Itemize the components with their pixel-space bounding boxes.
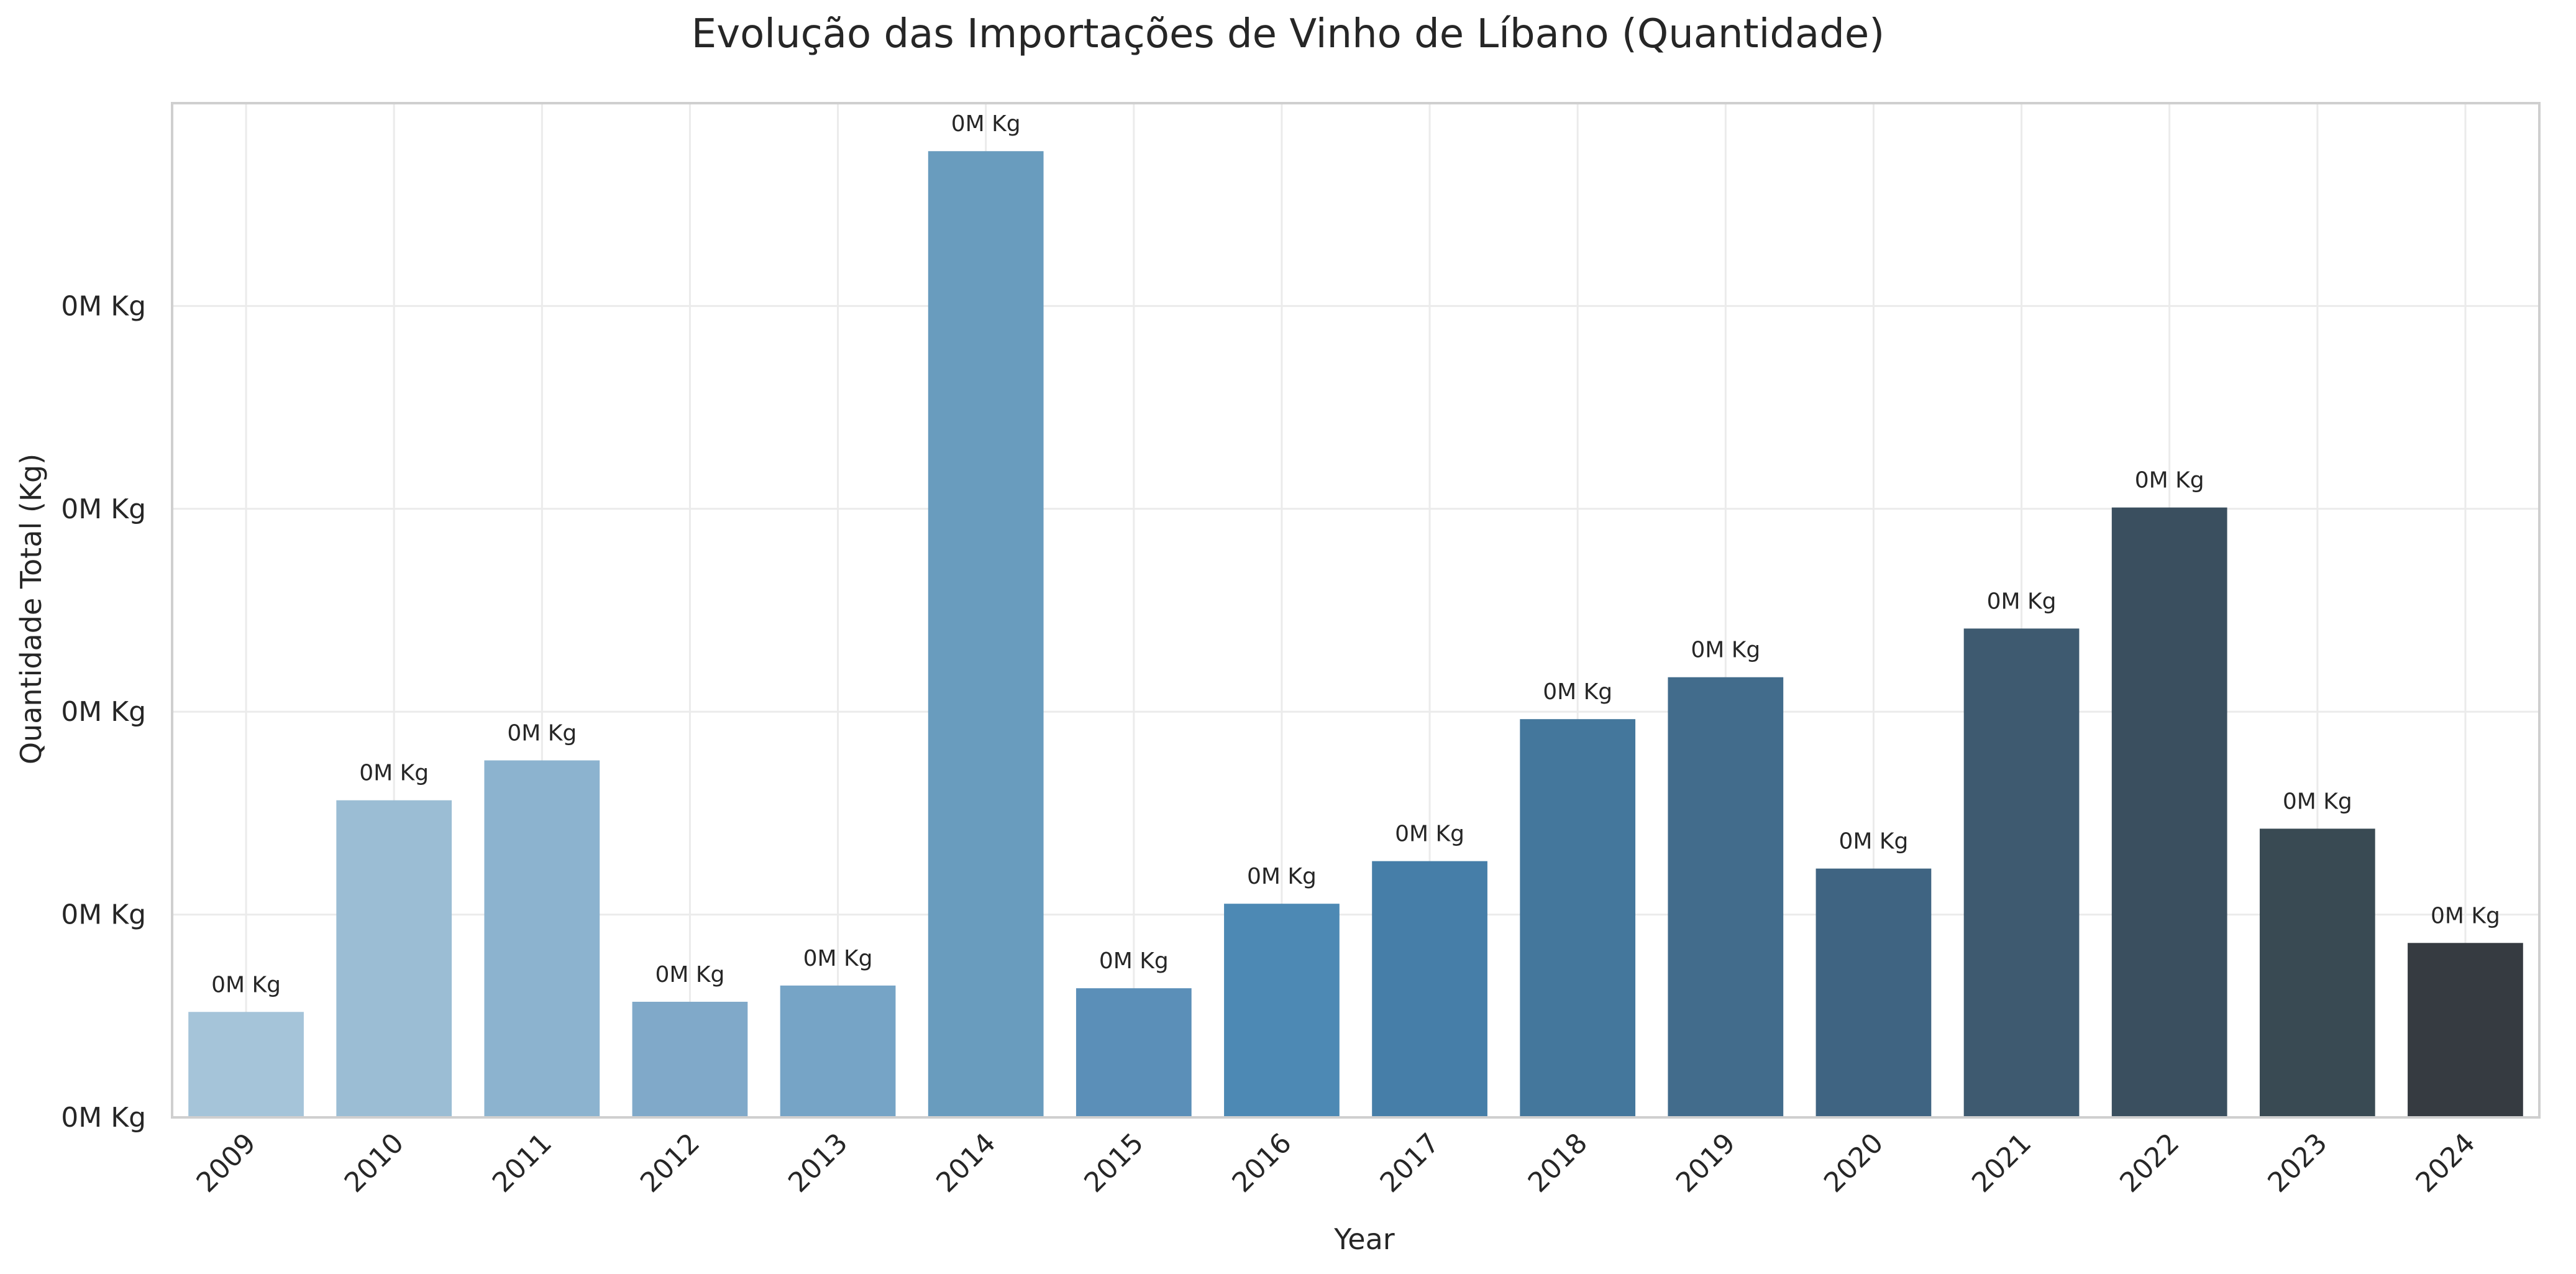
data-label-2021: 0M Kg [1987, 589, 2057, 614]
data-label-2010: 0M Kg [359, 761, 429, 786]
x-tick-label-2014: 2014 [930, 1127, 1002, 1199]
bar-2011 [484, 760, 600, 1117]
y-tick-label: 0M Kg [61, 696, 146, 728]
data-label-2013: 0M Kg [803, 946, 873, 971]
y-tick-label: 0M Kg [61, 290, 146, 322]
y-tick-label: 0M Kg [61, 899, 146, 931]
data-label-2016: 0M Kg [1247, 864, 1317, 889]
bar-2013 [780, 985, 896, 1117]
data-label-2018: 0M Kg [1543, 679, 1612, 705]
bar-2015 [1076, 988, 1192, 1117]
x-tick-label-2018: 2018 [1522, 1127, 1594, 1199]
data-label-2022: 0M Kg [2135, 468, 2204, 493]
bar-2010 [336, 800, 452, 1117]
data-label-2023: 0M Kg [2283, 789, 2352, 814]
bar-2022 [2111, 507, 2227, 1117]
chart-title: Evolução das Importações de Vinho de Líb… [691, 11, 1885, 57]
data-label-2020: 0M Kg [1839, 829, 1909, 855]
y-axis-title: Quantidade Total (Kg) [14, 454, 48, 764]
x-tick-label-2012: 2012 [634, 1127, 706, 1199]
bars [188, 151, 2523, 1117]
data-label-2017: 0M Kg [1395, 822, 1464, 847]
bar-2012 [632, 1001, 748, 1117]
plot-frame [171, 102, 2541, 1119]
x-tick-label-2022: 2022 [2114, 1127, 2185, 1199]
data-label-2009: 0M Kg [211, 972, 281, 997]
bar-2014 [928, 151, 1044, 1117]
x-axis-title: Year [1333, 1222, 1394, 1256]
bar-2018 [1520, 719, 1636, 1117]
x-tick-label-2013: 2013 [782, 1127, 854, 1199]
bar-2009 [188, 1012, 304, 1117]
bar-2016 [1224, 904, 1340, 1117]
y-tick-label: 0M Kg [61, 1102, 146, 1134]
x-tick-label-2015: 2015 [1078, 1127, 1149, 1199]
x-tick-label-2021: 2021 [1966, 1127, 2037, 1199]
bar-2021 [1963, 628, 2080, 1117]
data-label-2012: 0M Kg [655, 962, 725, 988]
bar-2019 [1668, 677, 1784, 1117]
x-tick-label-2011: 2011 [486, 1127, 558, 1199]
data-label-2014: 0M Kg [951, 111, 1021, 137]
x-tick-label-2016: 2016 [1226, 1127, 1297, 1199]
data-label-2015: 0M Kg [1099, 948, 1169, 974]
data-label-2011: 0M Kg [507, 721, 577, 746]
x-tick-label-2010: 2010 [339, 1127, 410, 1199]
bar-2023 [2259, 828, 2375, 1117]
y-tick-label: 0M Kg [61, 493, 146, 525]
x-tick-label-2009: 2009 [191, 1127, 262, 1199]
bar-2017 [1372, 861, 1487, 1117]
x-tick-label-2017: 2017 [1374, 1127, 1446, 1199]
x-tick-label-2024: 2024 [2409, 1127, 2481, 1199]
x-tick-label-2019: 2019 [1670, 1127, 1742, 1199]
bar-2020 [1816, 868, 1932, 1117]
x-tick-label-2020: 2020 [1818, 1127, 1889, 1199]
bar-2024 [2408, 943, 2523, 1117]
y-axis-ticks: 0M Kg 0M Kg 0M Kg 0M Kg 0M Kg [61, 290, 146, 1134]
data-labels: 0M Kg 0M Kg 0M Kg 0M Kg 0M Kg 0M Kg 0M Kg 0M Kg… [211, 111, 2500, 997]
x-tick-label-2023: 2023 [2262, 1127, 2333, 1199]
data-label-2024: 0M Kg [2431, 903, 2500, 928]
x-axis-ticks: 2009 2010 2011 2012 2013 2014 2015 2016 2017 2018… [191, 1127, 2482, 1199]
data-label-2019: 0M Kg [1691, 638, 1760, 663]
